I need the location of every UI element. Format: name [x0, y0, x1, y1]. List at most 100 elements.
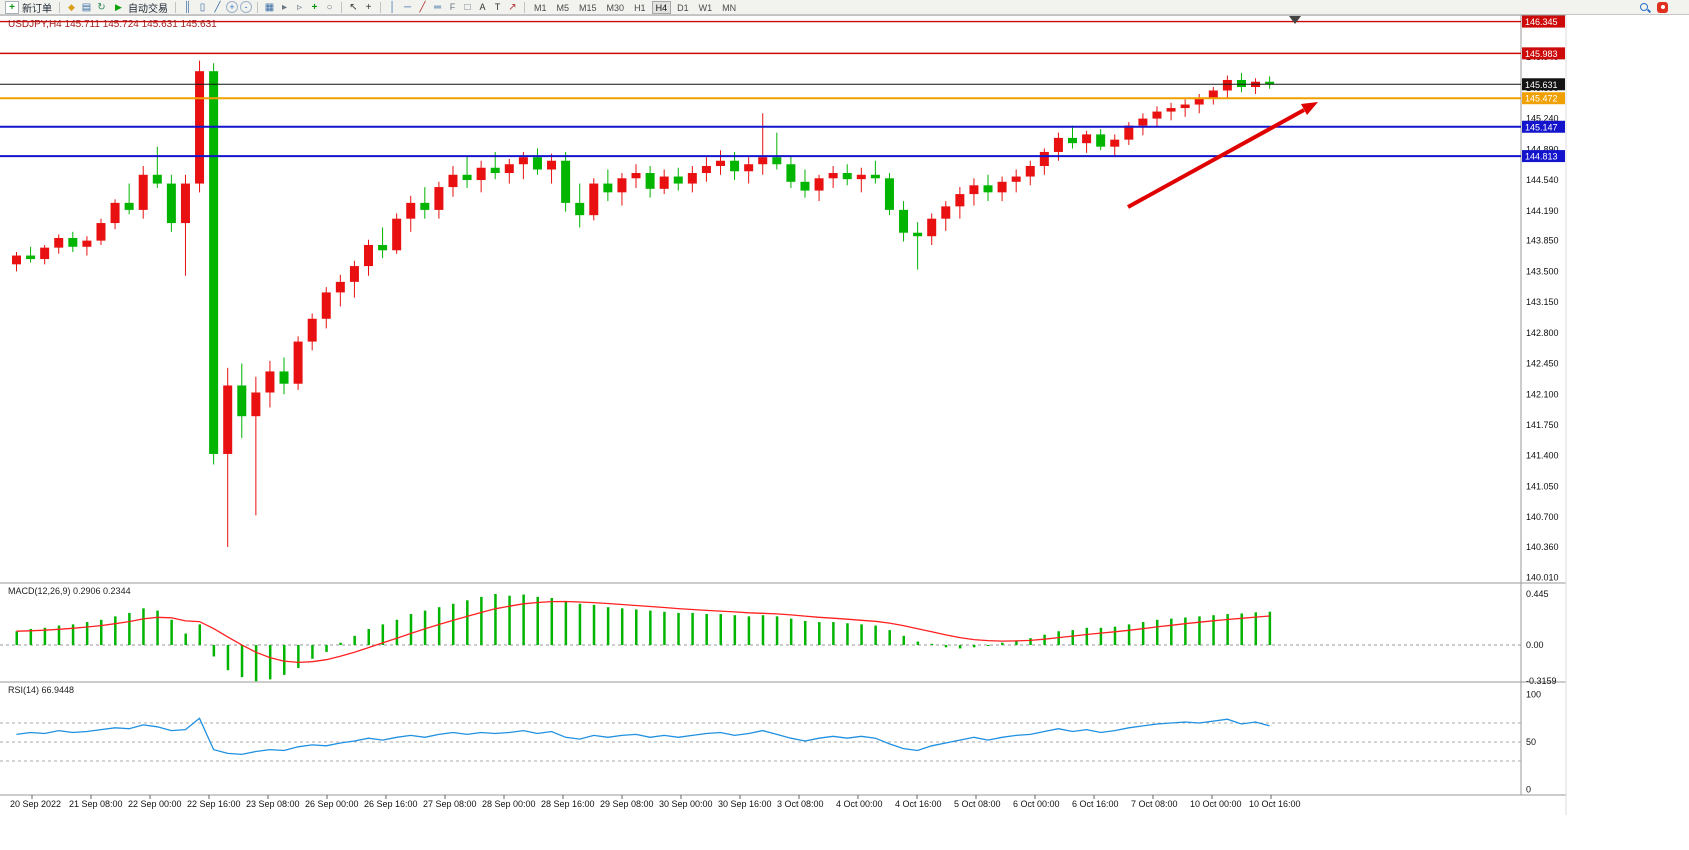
- macd-bar: [254, 645, 258, 682]
- vertical-line-tool-icon[interactable]: [386, 1, 399, 14]
- candle: [293, 336, 303, 390]
- crosshair-icon[interactable]: [362, 1, 375, 14]
- macd-bar: [1001, 642, 1004, 645]
- macd-label: MACD(12,26,9) 0.2906 0.2344: [8, 586, 131, 596]
- toolbar-separator: [175, 1, 176, 13]
- arrow-tool-icon[interactable]: [506, 1, 519, 14]
- candlestick-chart-icon[interactable]: [196, 1, 209, 14]
- tile-windows-icon[interactable]: [263, 1, 276, 14]
- price-axis[interactable]: 145.940145.590145.240144.890144.540144.1…: [1526, 52, 1559, 794]
- bar-chart-icon[interactable]: [181, 1, 194, 14]
- candle: [1194, 94, 1204, 114]
- axis-label: 28 Sep 16:00: [541, 799, 595, 809]
- zoom-in-icon[interactable]: [226, 1, 238, 13]
- macd-bar: [1155, 619, 1159, 645]
- candle: [321, 287, 331, 329]
- candle: [645, 165, 655, 198]
- candle: [547, 153, 557, 184]
- candle: [913, 222, 923, 270]
- market-watch-icon[interactable]: [65, 1, 78, 14]
- trend-arrow-object[interactable]: [1127, 102, 1318, 209]
- period-clock-icon[interactable]: [323, 1, 336, 14]
- timeframe-h1[interactable]: H1: [630, 1, 650, 14]
- macd-bar: [325, 645, 328, 652]
- candle: [955, 187, 965, 219]
- macd-bar: [15, 631, 18, 645]
- macd-bar: [212, 645, 216, 657]
- search-icon[interactable]: [1638, 1, 1652, 14]
- axis-label: 21 Sep 08:00: [69, 799, 123, 809]
- auto-scroll-icon[interactable]: [278, 1, 291, 14]
- axis-label: 10 Oct 00:00: [1190, 799, 1242, 809]
- candle: [631, 164, 641, 188]
- candle: [138, 165, 148, 219]
- axis-label: 0.00: [1526, 640, 1544, 650]
- macd-bar: [184, 633, 187, 645]
- shapes-tool-icon[interactable]: [461, 1, 474, 14]
- timeframe-mn[interactable]: MN: [718, 1, 740, 14]
- axis-label: 145.983: [1525, 49, 1558, 59]
- axis-label: 145.147: [1525, 122, 1558, 132]
- candle: [349, 260, 359, 298]
- macd-bar: [1099, 627, 1103, 645]
- axis-label: 142.100: [1526, 389, 1559, 399]
- candle: [617, 173, 627, 206]
- macd-bar: [1198, 616, 1201, 645]
- candle: [969, 178, 979, 206]
- timeframe-m5[interactable]: M5: [553, 1, 574, 14]
- macd-bar: [480, 596, 483, 645]
- candle: [884, 173, 894, 216]
- axis-label: 29 Sep 08:00: [600, 799, 654, 809]
- auto-trading-button[interactable]: 自动交易: [110, 0, 170, 15]
- timeframe-m15[interactable]: M15: [575, 1, 601, 14]
- text-tool-icon[interactable]: [476, 1, 489, 14]
- new-order-button[interactable]: 新订单: [3, 0, 54, 15]
- time-axis[interactable]: 20 Sep 2022 21 Sep 08:00 22 Sep 00:00 22 Se…: [10, 795, 1301, 809]
- chart-shift-marker[interactable]: [1289, 16, 1301, 24]
- candle: [40, 245, 50, 265]
- axis-label: 146.345: [1525, 17, 1558, 27]
- macd-bar: [437, 607, 441, 645]
- axis-label: 140.010: [1526, 573, 1559, 583]
- axis-label: 143.850: [1526, 236, 1559, 246]
- macd-bar: [240, 645, 244, 678]
- candle: [1138, 113, 1148, 136]
- trendline-tool-icon[interactable]: [416, 1, 429, 14]
- macd-bar: [550, 598, 554, 645]
- label-tool-icon[interactable]: [491, 1, 504, 14]
- toolbar-separator: [380, 1, 381, 13]
- candle: [26, 246, 36, 263]
- timeframe-w1[interactable]: W1: [695, 1, 717, 14]
- macd-bar: [170, 619, 173, 645]
- macd-bar: [423, 610, 427, 645]
- candle: [659, 169, 669, 195]
- data-window-icon[interactable]: [80, 1, 93, 14]
- timeframe-h4[interactable]: H4: [651, 0, 672, 14]
- macd-bar: [958, 645, 962, 649]
- indicators-icon[interactable]: [308, 1, 321, 14]
- macd-bar: [987, 645, 990, 646]
- macd-bar: [972, 645, 976, 648]
- candle: [1096, 129, 1106, 151]
- horizontal-line-tool-icon[interactable]: [401, 1, 414, 14]
- candle: [392, 213, 402, 254]
- macd-bar: [142, 608, 145, 645]
- candle: [532, 148, 542, 175]
- timeframe-d1[interactable]: D1: [673, 1, 693, 14]
- cursor-icon[interactable]: [347, 1, 360, 14]
- candle: [758, 113, 768, 175]
- timeframe-m1[interactable]: M1: [530, 1, 551, 14]
- notification-badge[interactable]: [1657, 1, 1668, 13]
- chart-shift-icon[interactable]: [293, 1, 306, 14]
- macd-bar: [564, 601, 568, 645]
- channel-tool-icon[interactable]: [431, 1, 444, 14]
- fibonacci-tool-icon[interactable]: [446, 1, 459, 14]
- price-badge: 145.472: [1522, 92, 1565, 105]
- timeframe-m30[interactable]: M30: [603, 1, 629, 14]
- price-badge: 146.345: [1522, 15, 1565, 28]
- zoom-out-icon[interactable]: [240, 1, 252, 13]
- line-chart-icon[interactable]: [211, 1, 224, 14]
- macd-histogram: [15, 594, 1272, 682]
- refresh-icon[interactable]: [95, 1, 108, 14]
